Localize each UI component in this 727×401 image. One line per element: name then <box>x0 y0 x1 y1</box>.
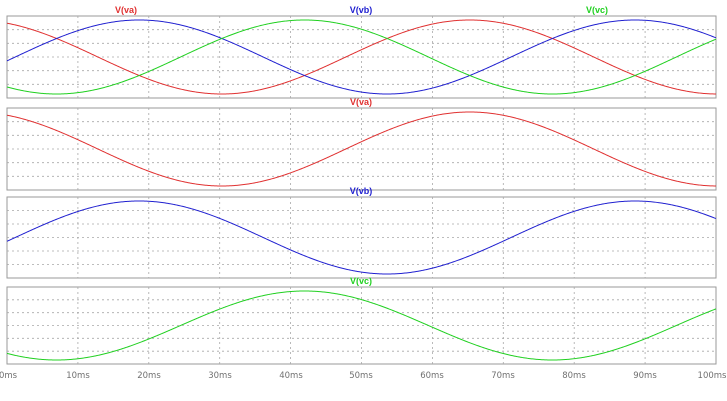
x-tick-label: 80ms <box>562 371 586 381</box>
pane-3-label-vb[interactable]: V(vb) <box>350 186 373 196</box>
pane-2-trace-va <box>6 111 717 187</box>
pane-1-label-vb[interactable]: V(vb) <box>350 5 373 15</box>
x-tick-label: 0ms <box>0 371 18 381</box>
x-tick-label: 30ms <box>208 371 232 381</box>
x-tick-label: 100ms <box>698 371 727 381</box>
x-axis-tick-labels: 0ms 10ms 20ms 30ms 40ms 50ms 60ms 70ms 8… <box>0 371 727 381</box>
pane-1-trace-vb <box>6 19 717 95</box>
x-tick-label: 90ms <box>633 371 657 381</box>
pane-1-label-va[interactable]: V(va) <box>115 5 137 15</box>
x-tick-label: 10ms <box>66 371 90 381</box>
x-tick-label: 60ms <box>420 371 444 381</box>
x-tick-label: 50ms <box>349 371 373 381</box>
pane-4-label-vc[interactable]: V(vc) <box>350 276 372 286</box>
pane-1-trace-va <box>6 19 717 95</box>
x-tick-label: 40ms <box>279 371 303 381</box>
pane-4 <box>6 286 717 365</box>
pane-1-label-vc[interactable]: V(vc) <box>586 5 608 15</box>
x-tick-label: 20ms <box>137 371 161 381</box>
pane-3-trace-vb <box>6 200 717 275</box>
pane-2-label-va[interactable]: V(va) <box>350 97 372 107</box>
pane-1-trace-vc <box>6 19 717 95</box>
pane-1 <box>6 15 717 99</box>
pane-4-trace-vc <box>6 290 717 361</box>
pane-2 <box>6 107 717 191</box>
pane-3 <box>6 196 717 279</box>
x-tick-label: 70ms <box>491 371 515 381</box>
